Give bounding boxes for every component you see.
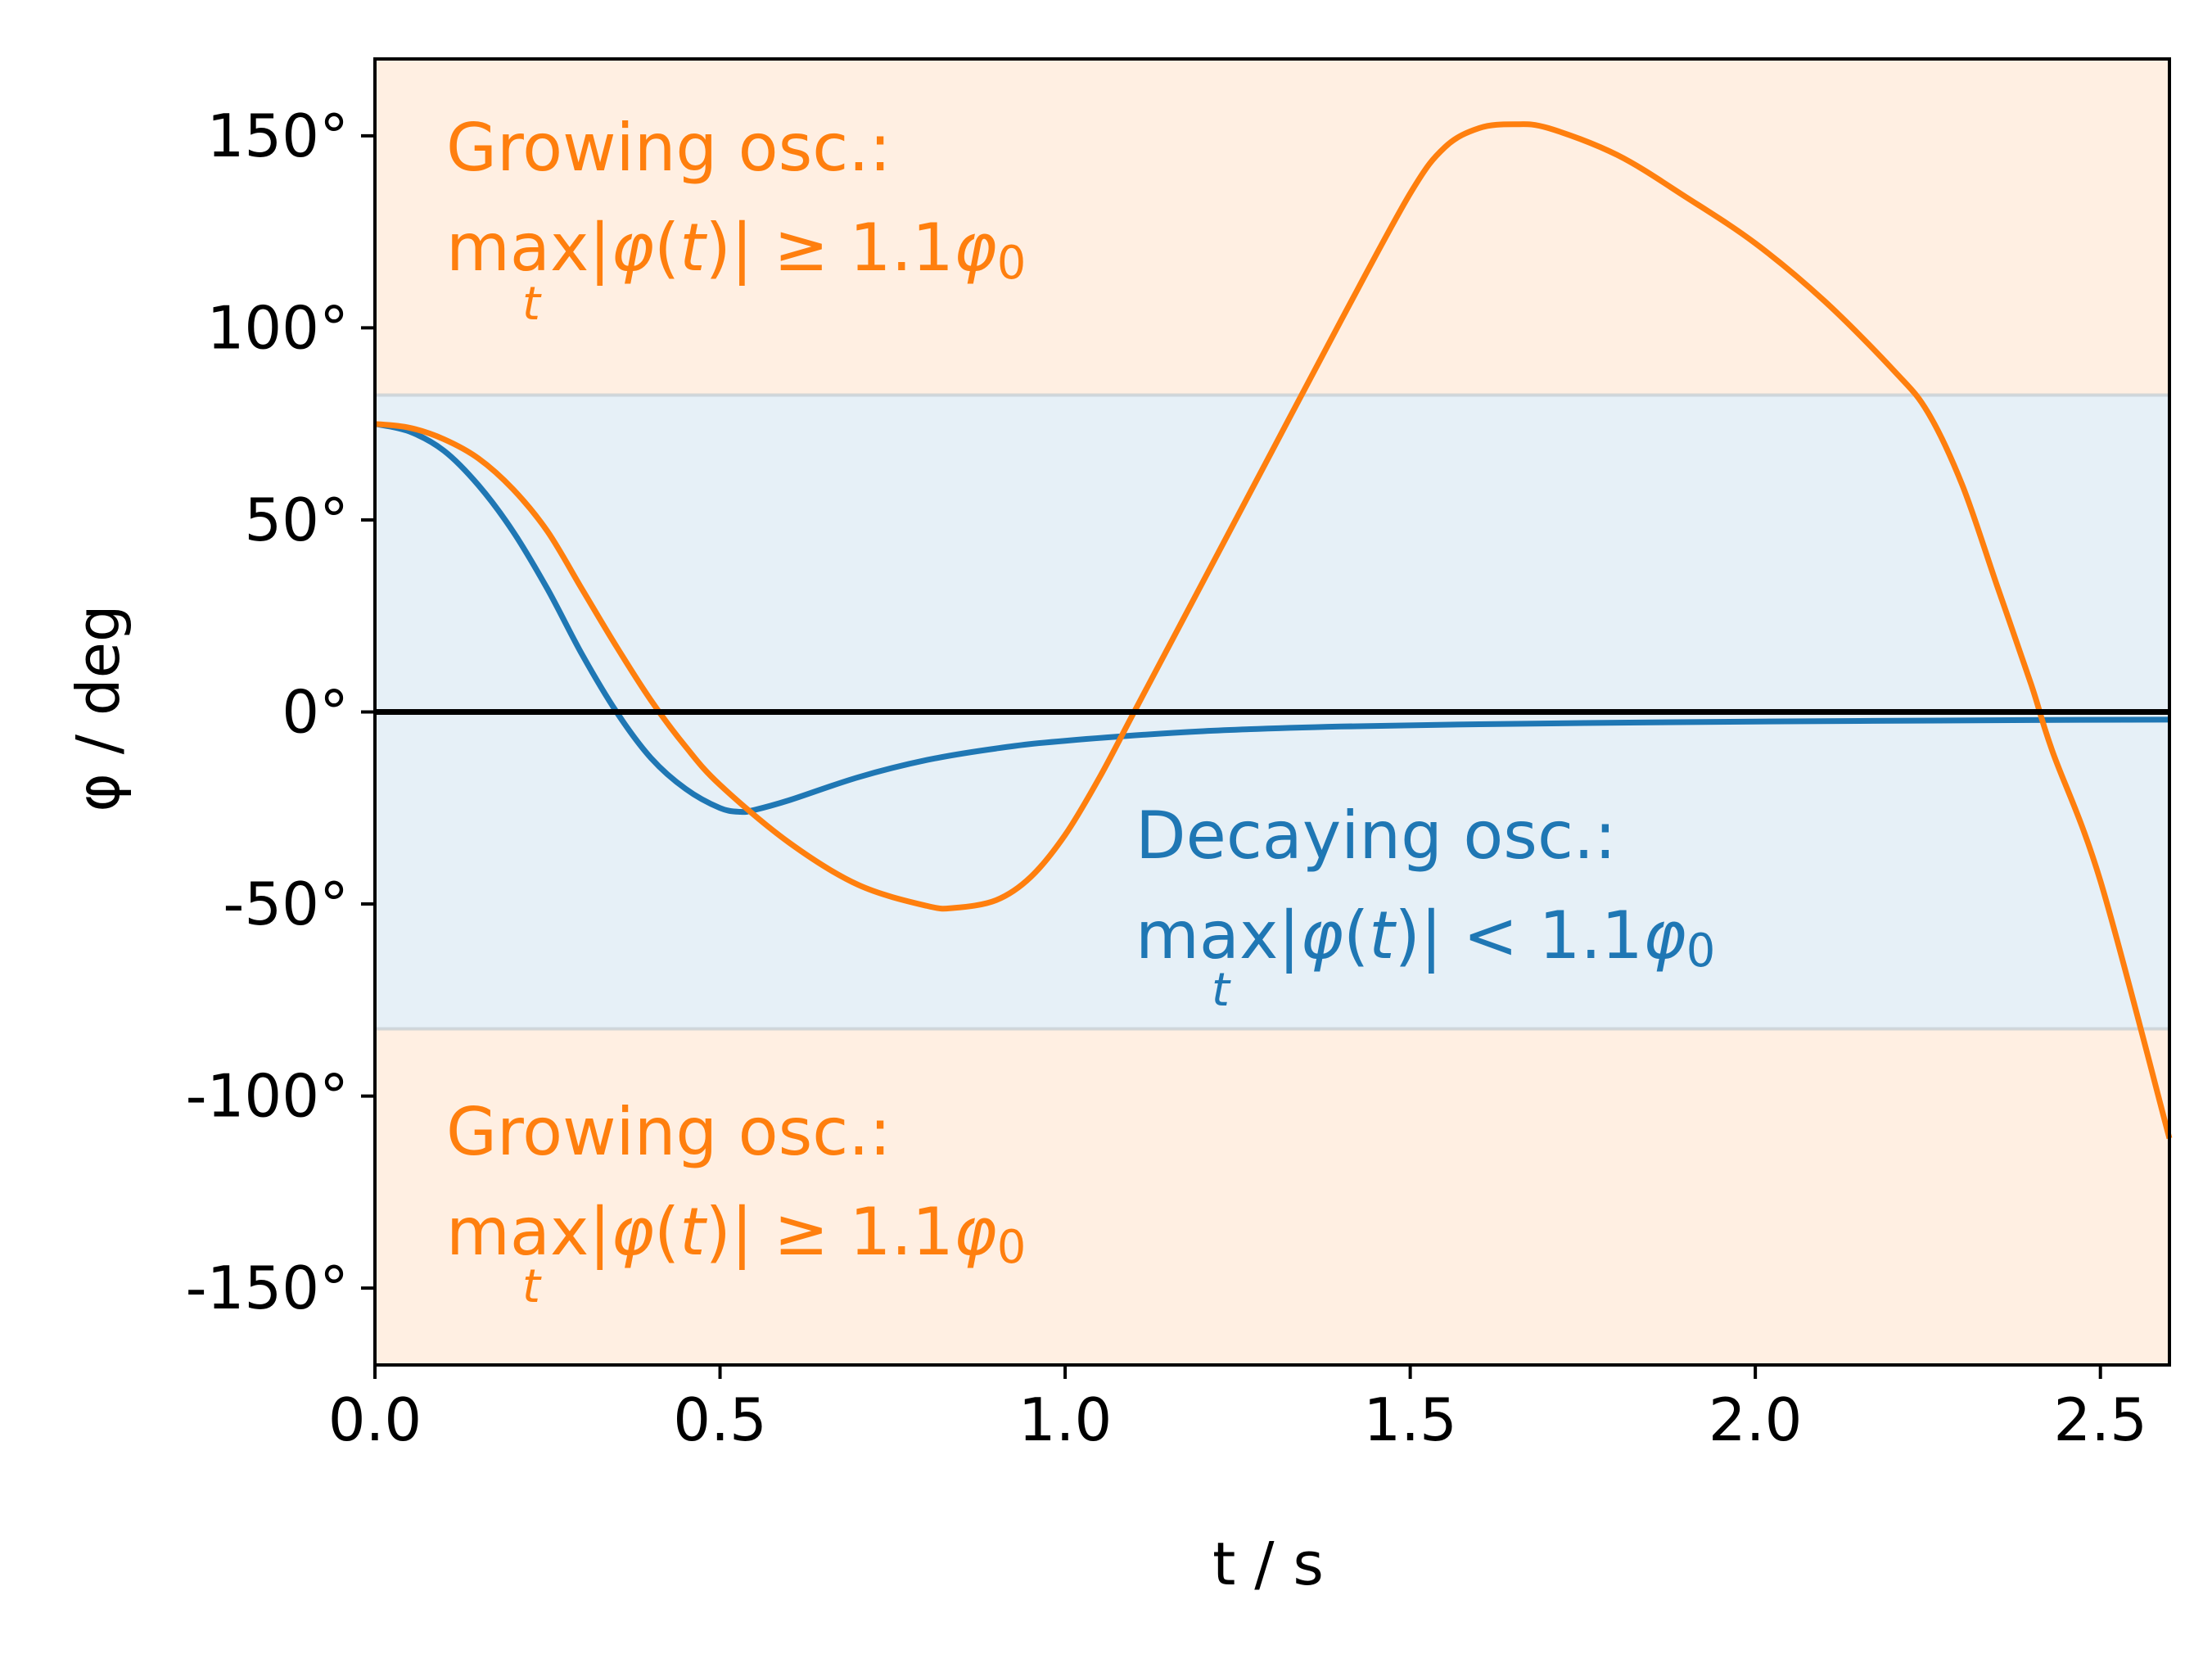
svg-text:max|φ(t)| < 1.1φ0: max|φ(t)| < 1.1φ0 (1135, 897, 1715, 978)
y-axis-label: φ / deg (64, 604, 133, 811)
svg-text:t: t (1212, 964, 1231, 1017)
svg-text:Growing osc.:: Growing osc.: (446, 1094, 892, 1170)
y-tick-label: 0° (282, 678, 349, 747)
y-tick-label: -150° (186, 1254, 349, 1322)
x-tick-label: 0.5 (673, 1385, 767, 1454)
series-line-0 (374, 421, 2170, 816)
annotation-decaying: Decaying osc.: max|φ(t)| < 1.1φ0 t (1135, 798, 1715, 1017)
x-tick-label: 2.5 (2053, 1385, 2147, 1454)
y-tick-label: 150° (207, 102, 349, 170)
svg-text:t: t (522, 278, 542, 331)
x-tick-label: 0.0 (328, 1385, 422, 1454)
series-layer (374, 121, 2173, 1140)
y-tick-label: -100° (186, 1062, 349, 1131)
annotation-lower-growing: Growing osc.: max|φ(t)| ≥ 1.1φ0 t (446, 1094, 1026, 1313)
x-tick-label: 1.0 (1018, 1385, 1113, 1454)
y-axis-ticks: 150° 100° 50° 0° -50° -100° -150° (186, 102, 375, 1322)
y-tick-label: 50° (244, 486, 349, 554)
svg-text:max|φ(t)| ≥ 1.1φ0: max|φ(t)| ≥ 1.1φ0 (446, 1194, 1026, 1274)
svg-text:Decaying osc.:: Decaying osc.: (1135, 798, 1616, 874)
band-growing-lower (375, 1028, 2169, 1365)
series-line-1 (374, 121, 2173, 1140)
x-tick-label: 1.5 (1363, 1385, 1457, 1454)
svg-text:max|φ(t)| ≥ 1.1φ0: max|φ(t)| ≥ 1.1φ0 (446, 210, 1026, 290)
x-axis-ticks: 0.0 0.5 1.0 1.5 2.0 2.5 (328, 1365, 2147, 1454)
y-tick-label: -50° (223, 870, 349, 938)
y-tick-label: 100° (207, 293, 349, 362)
x-tick-label: 2.0 (1709, 1385, 1803, 1454)
annotation-upper-growing: Growing osc.: max|φ(t)| ≥ 1.1φ0 t (446, 110, 1026, 331)
svg-text:t: t (522, 1260, 542, 1313)
band-growing-upper (375, 59, 2169, 395)
x-axis-label: t / s (1212, 1530, 1324, 1598)
svg-text:Growing osc.:: Growing osc.: (446, 110, 892, 186)
